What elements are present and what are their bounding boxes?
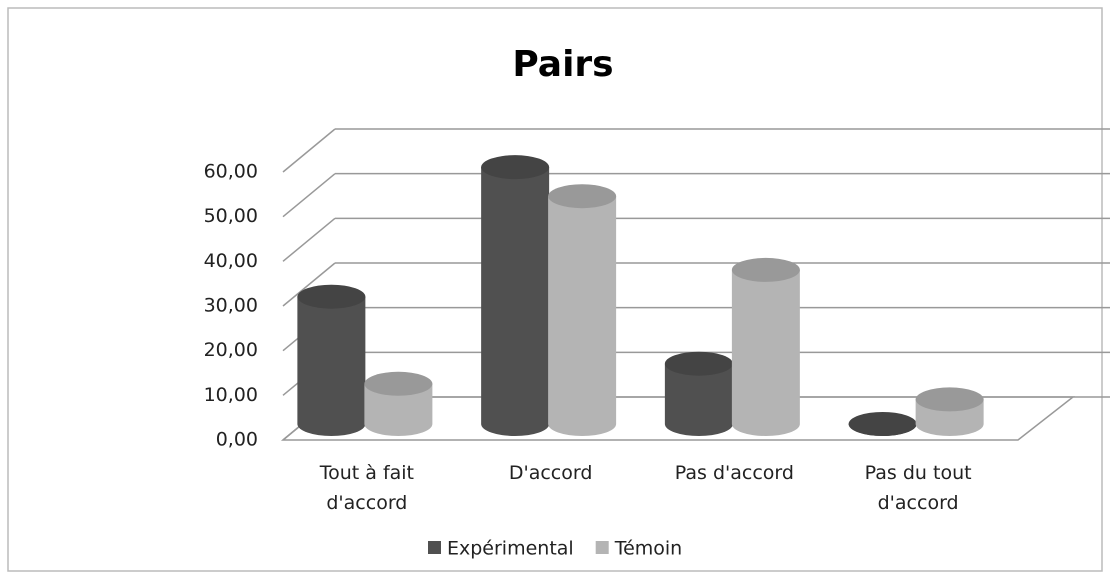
x-tick-label: Pas d'accord xyxy=(674,462,794,484)
x-tick-label: D'accord xyxy=(508,462,593,484)
legend-label: Expérimental xyxy=(447,538,574,560)
cylinder-top xyxy=(848,412,917,436)
x-tick-label: Tout à fait d'accord xyxy=(319,462,415,514)
cylinder-top-shade xyxy=(481,155,550,180)
side-grid-line xyxy=(282,262,336,307)
cylinder-body xyxy=(664,363,733,437)
side-grid-line xyxy=(282,173,336,218)
cylinder-body xyxy=(731,269,800,437)
side-grid-line xyxy=(282,217,336,262)
cylinder-top xyxy=(297,284,366,309)
cylinder-top-shade xyxy=(548,184,617,209)
y-tick-label: 0,00 xyxy=(216,429,258,451)
cylinder-top-shade xyxy=(364,371,433,396)
y-tick-label: 50,00 xyxy=(204,205,258,227)
x-tick-label: Pas du tout d'accord xyxy=(864,462,972,514)
cylinder-top-shade xyxy=(731,257,800,282)
legend-label: Témoin xyxy=(614,538,683,560)
cylinder-top-shade xyxy=(297,284,366,309)
cylinder-top xyxy=(548,184,617,209)
chart-title: Pairs xyxy=(512,44,613,85)
cylinder-body xyxy=(548,196,617,437)
cylinder-body xyxy=(481,167,550,437)
legend-swatch xyxy=(428,541,441,554)
cylinder-top xyxy=(915,387,984,412)
y-tick-label: 10,00 xyxy=(204,384,258,406)
cylinder-top xyxy=(664,351,733,376)
cylinder-body xyxy=(364,383,433,437)
cylinder-top-shade xyxy=(848,412,917,436)
cylinder-top xyxy=(731,257,800,282)
cylinder-top-shade xyxy=(915,387,984,412)
legend-swatch xyxy=(595,541,609,554)
side-grid-line xyxy=(282,128,336,173)
cylinder-body xyxy=(297,296,366,437)
y-tick-label: 30,00 xyxy=(204,295,258,317)
y-tick-label: 20,00 xyxy=(204,339,258,361)
cylinder-top xyxy=(481,155,550,180)
y-tick-label: 60,00 xyxy=(204,161,258,183)
y-tick-label: 40,00 xyxy=(204,250,258,272)
cylinder-top-shade xyxy=(664,351,733,376)
cylinder-top xyxy=(364,371,433,396)
